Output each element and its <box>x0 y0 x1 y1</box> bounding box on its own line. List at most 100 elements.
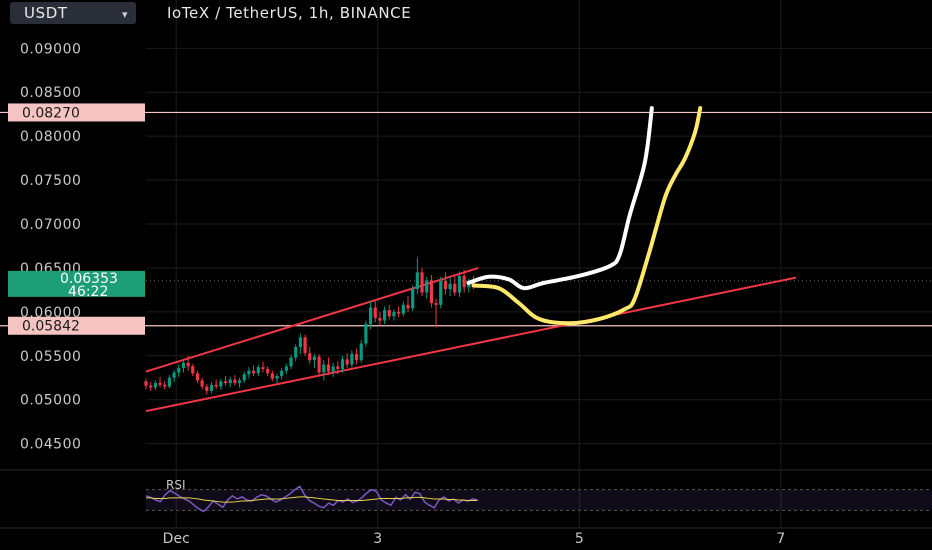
level-badge-bg <box>8 103 145 122</box>
candle-body <box>298 337 302 348</box>
candle-body <box>252 370 256 374</box>
candle-body <box>439 281 443 305</box>
y-tick-label: 0.08500 <box>20 85 81 101</box>
candle-body <box>457 275 462 293</box>
candle-body <box>406 304 410 309</box>
chevron-down-icon[interactable]: ▾ <box>122 8 128 21</box>
x-tick-label: 3 <box>373 531 382 547</box>
candle-body <box>443 281 448 290</box>
horizontal-levels[interactable] <box>0 111 932 327</box>
candle-body <box>387 310 391 317</box>
candle-body <box>383 310 387 321</box>
candle-body <box>294 347 298 358</box>
candle-body <box>373 307 377 319</box>
candle-body <box>266 368 270 374</box>
candle-body <box>308 353 312 361</box>
level-badge-bg <box>8 316 145 335</box>
candle-body <box>289 357 293 367</box>
candle-body <box>209 384 214 391</box>
rsi-ma-line <box>146 496 478 503</box>
currency-button[interactable]: USDT <box>24 4 68 22</box>
candle-body <box>312 356 317 361</box>
candle-body <box>350 354 354 365</box>
candle-body <box>462 275 466 288</box>
candle-body <box>144 381 148 386</box>
candle-body <box>195 373 200 381</box>
candle-body <box>303 337 307 354</box>
candle-body <box>261 367 265 369</box>
candle-body <box>434 303 438 305</box>
candle-body <box>317 356 321 373</box>
level-badge: 0.08270 <box>22 105 80 121</box>
candle-body <box>163 384 167 387</box>
candle-body <box>420 272 424 293</box>
grid-lines <box>0 0 932 529</box>
candle-body <box>448 283 452 290</box>
candle-body <box>191 366 195 374</box>
countdown-badge: 46:22 <box>68 284 108 300</box>
y-tick-label: 0.09000 <box>20 41 81 57</box>
candle-body <box>425 280 429 293</box>
y-tick-label: 0.08000 <box>20 129 81 145</box>
candle-body <box>237 380 242 384</box>
lower-trendline <box>145 276 797 413</box>
candle-body <box>368 307 373 325</box>
candle-body <box>364 324 368 344</box>
candle-body <box>331 366 335 372</box>
level-badge: 0.05842 <box>22 319 80 335</box>
candle-body <box>401 304 405 314</box>
candle-body <box>181 362 186 369</box>
candle-body <box>172 372 176 378</box>
candle-body <box>153 383 157 388</box>
y-axis-labels: 0.045000.050000.055000.060000.065000.070… <box>20 41 81 452</box>
candle-body <box>336 366 340 369</box>
candle-body <box>429 280 433 304</box>
white-path <box>466 106 654 291</box>
x-axis-labels: Dec 3 5 7 <box>163 531 786 547</box>
candle-body <box>186 362 190 367</box>
candle-body <box>345 359 349 365</box>
candle-body <box>280 370 284 376</box>
y-tick-label: 0.05000 <box>20 393 81 409</box>
rsi-band <box>146 489 932 511</box>
candle-body <box>354 354 359 361</box>
candle-body <box>340 359 345 369</box>
y-tick-label: 0.07500 <box>20 173 81 189</box>
candle-body <box>326 364 331 372</box>
candle-body <box>167 377 171 387</box>
x-tick-label: 5 <box>575 531 584 547</box>
candle-body <box>149 385 153 388</box>
candle-body <box>223 381 228 384</box>
candle-body <box>177 368 181 373</box>
candle-body <box>392 311 396 317</box>
candle-body <box>247 370 251 375</box>
candle-body <box>158 383 162 385</box>
projection-paths[interactable] <box>466 106 703 326</box>
last-price-badge-bg <box>8 270 145 297</box>
rsi-label: RSI <box>166 478 186 492</box>
candle-body <box>242 374 246 381</box>
candle-body <box>359 343 363 361</box>
candle-body <box>322 364 326 373</box>
y-tick-label: 0.05500 <box>20 349 81 365</box>
header: USDT ▾ IoTeX / TetherUS, 1h, BINANCE <box>10 2 411 24</box>
candle-body <box>411 289 415 309</box>
x-tick-label: 7 <box>776 531 785 547</box>
candle-body <box>378 318 382 321</box>
candle-body <box>397 311 401 314</box>
rsi-panel[interactable]: RSI <box>145 478 932 513</box>
candle-body <box>256 367 260 374</box>
chart-title: IoTeX / TetherUS, 1h, BINANCE <box>167 4 411 22</box>
candle-body <box>275 376 279 379</box>
x-tick-label: Dec <box>163 531 190 547</box>
candle-body <box>219 381 223 387</box>
currency-button-bg[interactable] <box>10 2 136 24</box>
candle-body <box>284 366 288 371</box>
yellow-path <box>471 106 703 326</box>
candle-body <box>453 283 457 293</box>
candle-body <box>214 384 218 387</box>
candles <box>144 257 476 395</box>
